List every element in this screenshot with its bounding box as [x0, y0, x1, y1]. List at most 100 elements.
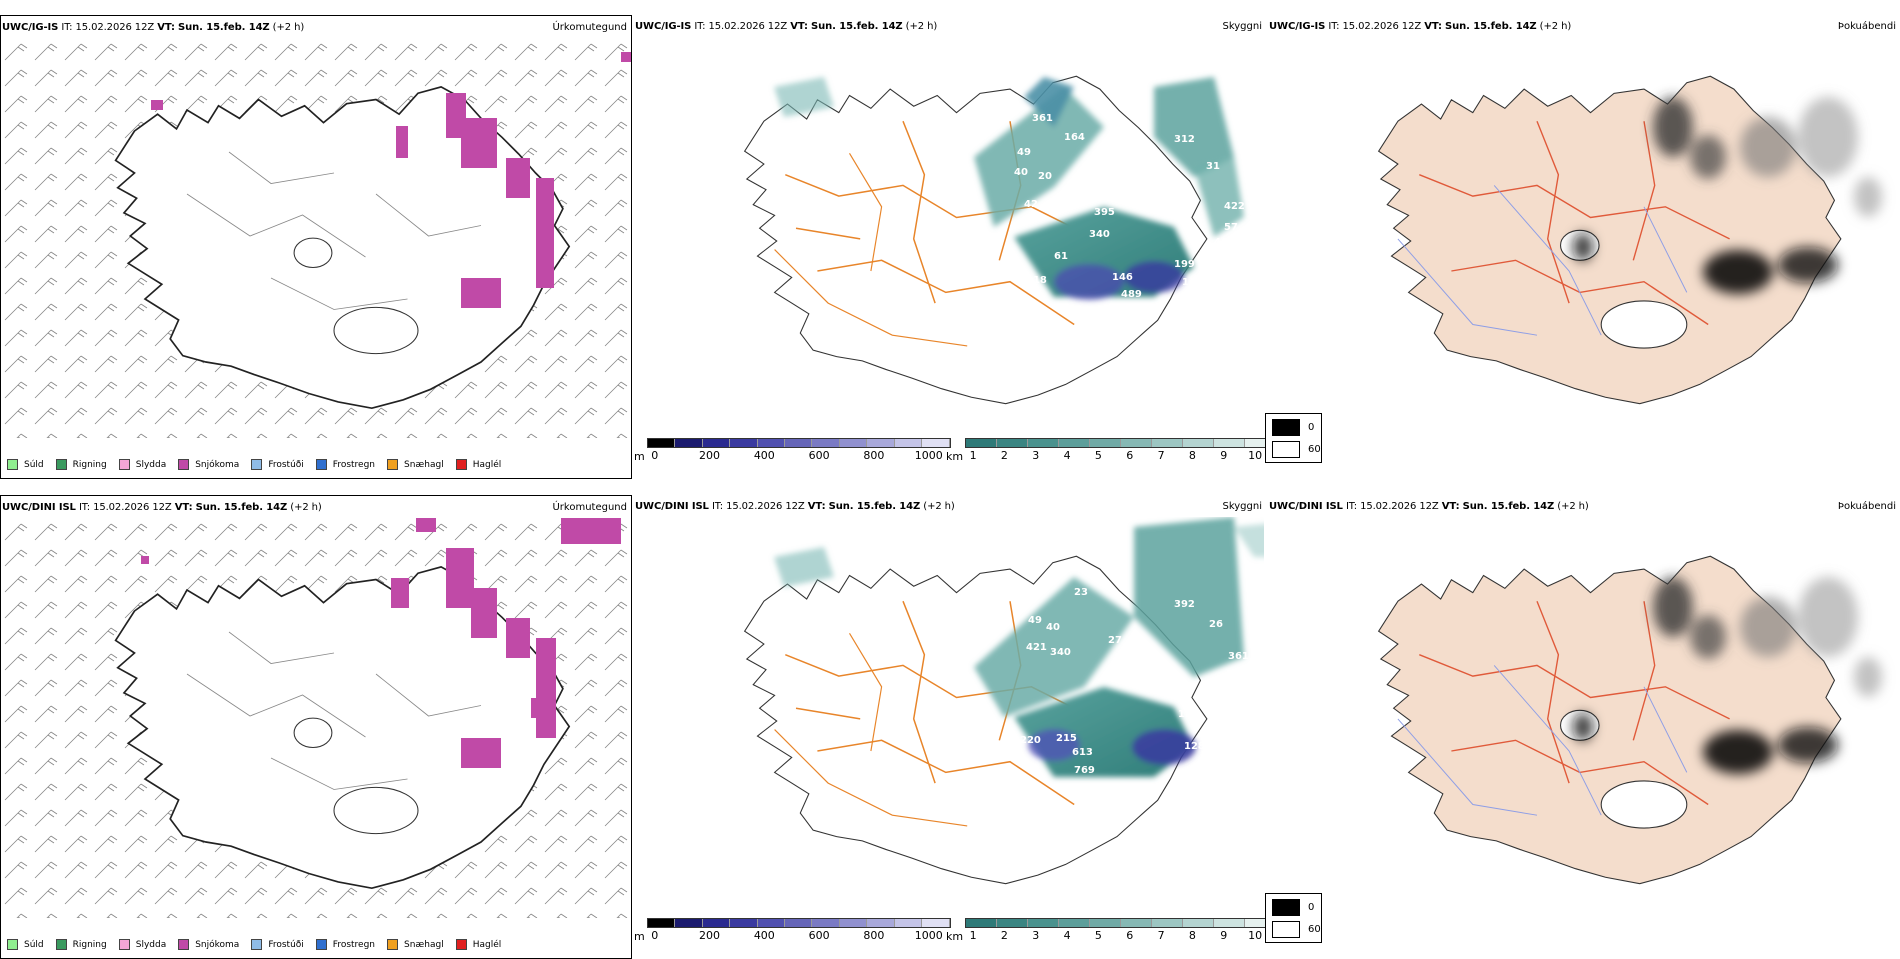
- panel-header: UWC/IG-IS IT: 15.02.2026 12Z VT: Sun. 15…: [635, 21, 938, 32]
- colorbar-segment: [730, 439, 758, 447]
- colorbar-segment: [647, 439, 676, 447]
- colorbar-segment: [784, 439, 813, 447]
- svg-text:40: 40: [1046, 622, 1060, 633]
- legend-label: Snæhagl: [404, 459, 444, 470]
- colorbar-tick: 1000: [914, 449, 943, 462]
- colorbar-segment: [784, 919, 813, 927]
- svg-text:128: 128: [1184, 741, 1205, 752]
- cloud-panel-1: UWC/IG-IS IT: 15.02.2026 12Z VT: Sun. 15…: [634, 15, 1266, 479]
- svg-text:49: 49: [1028, 615, 1042, 626]
- fog-map: [1378, 75, 1882, 405]
- colorbar-tick: 3: [1032, 449, 1040, 462]
- colorbar-tick: 0: [651, 929, 659, 942]
- legend-item: Snjókoma: [178, 459, 239, 470]
- precip-legend: Súld Rigning Slydda Snjókoma Frostúði Frostre…: [7, 459, 513, 470]
- svg-text:164: 164: [1064, 132, 1085, 143]
- panel-header: UWC/IG-IS IT: 15.02.2026 12Z VT: Sun. 15…: [2, 22, 305, 33]
- svg-text:340: 340: [1050, 647, 1071, 658]
- panel-title: Úrkomutegund: [552, 22, 627, 33]
- colorbar-segment: [867, 919, 895, 927]
- colorbar-tick: 200: [699, 449, 721, 462]
- svg-text:61: 61: [1054, 251, 1068, 262]
- colorbar-tick: 3: [1032, 929, 1040, 942]
- legend-item: Frostúði: [251, 939, 304, 950]
- svg-text:769: 769: [1074, 765, 1095, 776]
- cloud-base-colors: [646, 438, 951, 448]
- cloud-base-labels: 23 49 40 421 340 27 629 392 792 26 361 2…: [964, 587, 1249, 776]
- legend-item: Frostregn: [315, 459, 375, 470]
- colorbar-segment: [675, 439, 703, 447]
- svg-text:312: 312: [1174, 134, 1195, 145]
- legend-label: Snjókoma: [195, 939, 240, 950]
- fog-legend-swatch: [1272, 441, 1300, 458]
- visibility-ticks: 1 2 3 4 5 6 7 8 9 10: [965, 448, 1275, 462]
- colorbar-tick: 600: [808, 929, 830, 942]
- fog-legend-item: 0: [1272, 419, 1314, 436]
- colorbar-tick: 0: [651, 449, 659, 462]
- legend-label: Slydda: [135, 939, 167, 950]
- precip-map: [1, 38, 631, 438]
- colorbar-segment: [1090, 439, 1122, 447]
- legend-item: Frostregn: [315, 939, 376, 950]
- fog-legend-swatch: [1272, 921, 1300, 938]
- precip-panel-1: UWC/IG-IS IT: 15.02.2026 12Z VT: Sun. 15…: [0, 15, 632, 479]
- svg-text:27: 27: [1210, 721, 1224, 732]
- fog-legend-swatch: [1272, 899, 1300, 916]
- svg-text:792: 792: [1104, 672, 1125, 683]
- colorbar-tick: 2: [1000, 449, 1008, 462]
- svg-text:421: 421: [1026, 642, 1047, 653]
- colorbar-segment: [1214, 439, 1246, 447]
- visibility-colorbar: km 1 2 3 4 5 6 7 8 9 10: [946, 918, 1278, 943]
- colorbar-tick: 10: [1248, 929, 1263, 942]
- panel-title: Skyggni: [1222, 501, 1262, 512]
- svg-text:198: 198: [1178, 709, 1199, 720]
- colorbar-segment: [1059, 439, 1091, 447]
- colorbar-tick: 5: [1094, 449, 1102, 462]
- svg-text:33: 33: [1082, 184, 1096, 195]
- colorbar-segment: [922, 919, 950, 927]
- colorbar-tick: 800: [863, 449, 885, 462]
- panel-title: Úrkomutegund: [552, 502, 627, 513]
- cloud-base-labels: 361 164 49 40 20 42 33 395 312 340 61 42…: [1014, 113, 1245, 320]
- precip-map: [1, 518, 631, 918]
- legend-swatch: [315, 939, 327, 950]
- legend-swatch: [55, 939, 67, 950]
- panel-header: UWC/IG-IS IT: 15.02.2026 12Z VT: Sun. 15…: [1269, 21, 1572, 32]
- legend-item: Snæhagl: [387, 459, 444, 470]
- colorbar-segment: [966, 919, 998, 927]
- fog-legend-swatch: [1272, 419, 1300, 436]
- colorbar-tick: 8: [1188, 929, 1196, 942]
- colorbar-segment: [730, 919, 758, 927]
- svg-text:199: 199: [1174, 259, 1195, 270]
- colorbar-segment: [1152, 919, 1184, 927]
- colorbar-segment: [1121, 919, 1153, 927]
- svg-text:613: 613: [1072, 747, 1093, 758]
- svg-text:404: 404: [1214, 237, 1235, 248]
- svg-text:543: 543: [1112, 309, 1133, 320]
- legend-swatch: [455, 939, 467, 950]
- colorbar-segment: [675, 919, 703, 927]
- colorbar-tick: 4: [1063, 929, 1071, 942]
- svg-text:143: 143: [1182, 277, 1203, 288]
- legend-swatch: [315, 459, 327, 470]
- legend-label: Frostregn: [332, 939, 376, 950]
- legend-item: Snjókoma: [178, 939, 239, 950]
- legend-swatch: [118, 939, 130, 950]
- legend-label: Frostúði: [268, 939, 304, 950]
- precip-legend: Súld Rigning Slydda Snjókoma Frostúði Frostre…: [7, 939, 513, 950]
- colorbar-segment: [1028, 439, 1060, 447]
- colorbar-segment: [1214, 919, 1246, 927]
- svg-text:24: 24: [1220, 684, 1234, 695]
- colorbar-tick: 1: [969, 449, 977, 462]
- svg-text:360: 360: [1207, 268, 1228, 279]
- legend-swatch: [55, 459, 67, 470]
- legend-item: Frostúði: [251, 459, 304, 470]
- cloud-base-colorbar: m 0 200 400 600 800 1000: [634, 918, 951, 943]
- legend-label: Súld: [24, 939, 44, 950]
- colorbar-tick: 7: [1157, 449, 1165, 462]
- colorbar-segment: [997, 919, 1029, 927]
- legend-swatch: [387, 459, 399, 470]
- svg-text:629: 629: [1114, 652, 1135, 663]
- colorbar-segment: [702, 439, 731, 447]
- colorbar-segment: [812, 919, 840, 927]
